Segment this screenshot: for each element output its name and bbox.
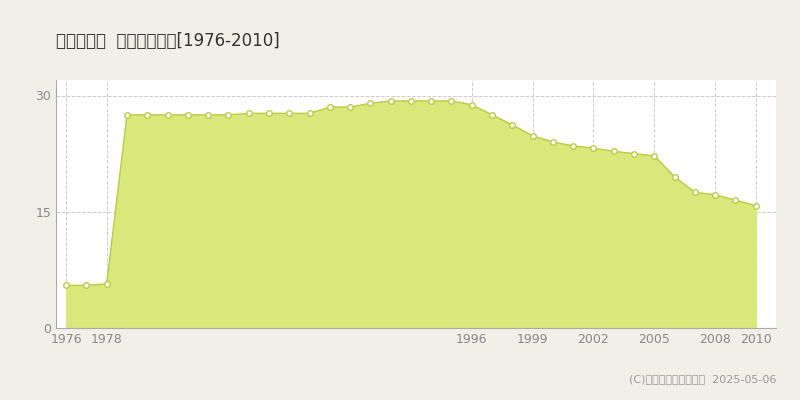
Text: (C)土地価格ドットコム  2025-05-06: (C)土地価格ドットコム 2025-05-06 [629,374,776,384]
Text: 鳥取市徳尾  公示地価推移[1976-2010]: 鳥取市徳尾 公示地価推移[1976-2010] [56,32,280,50]
